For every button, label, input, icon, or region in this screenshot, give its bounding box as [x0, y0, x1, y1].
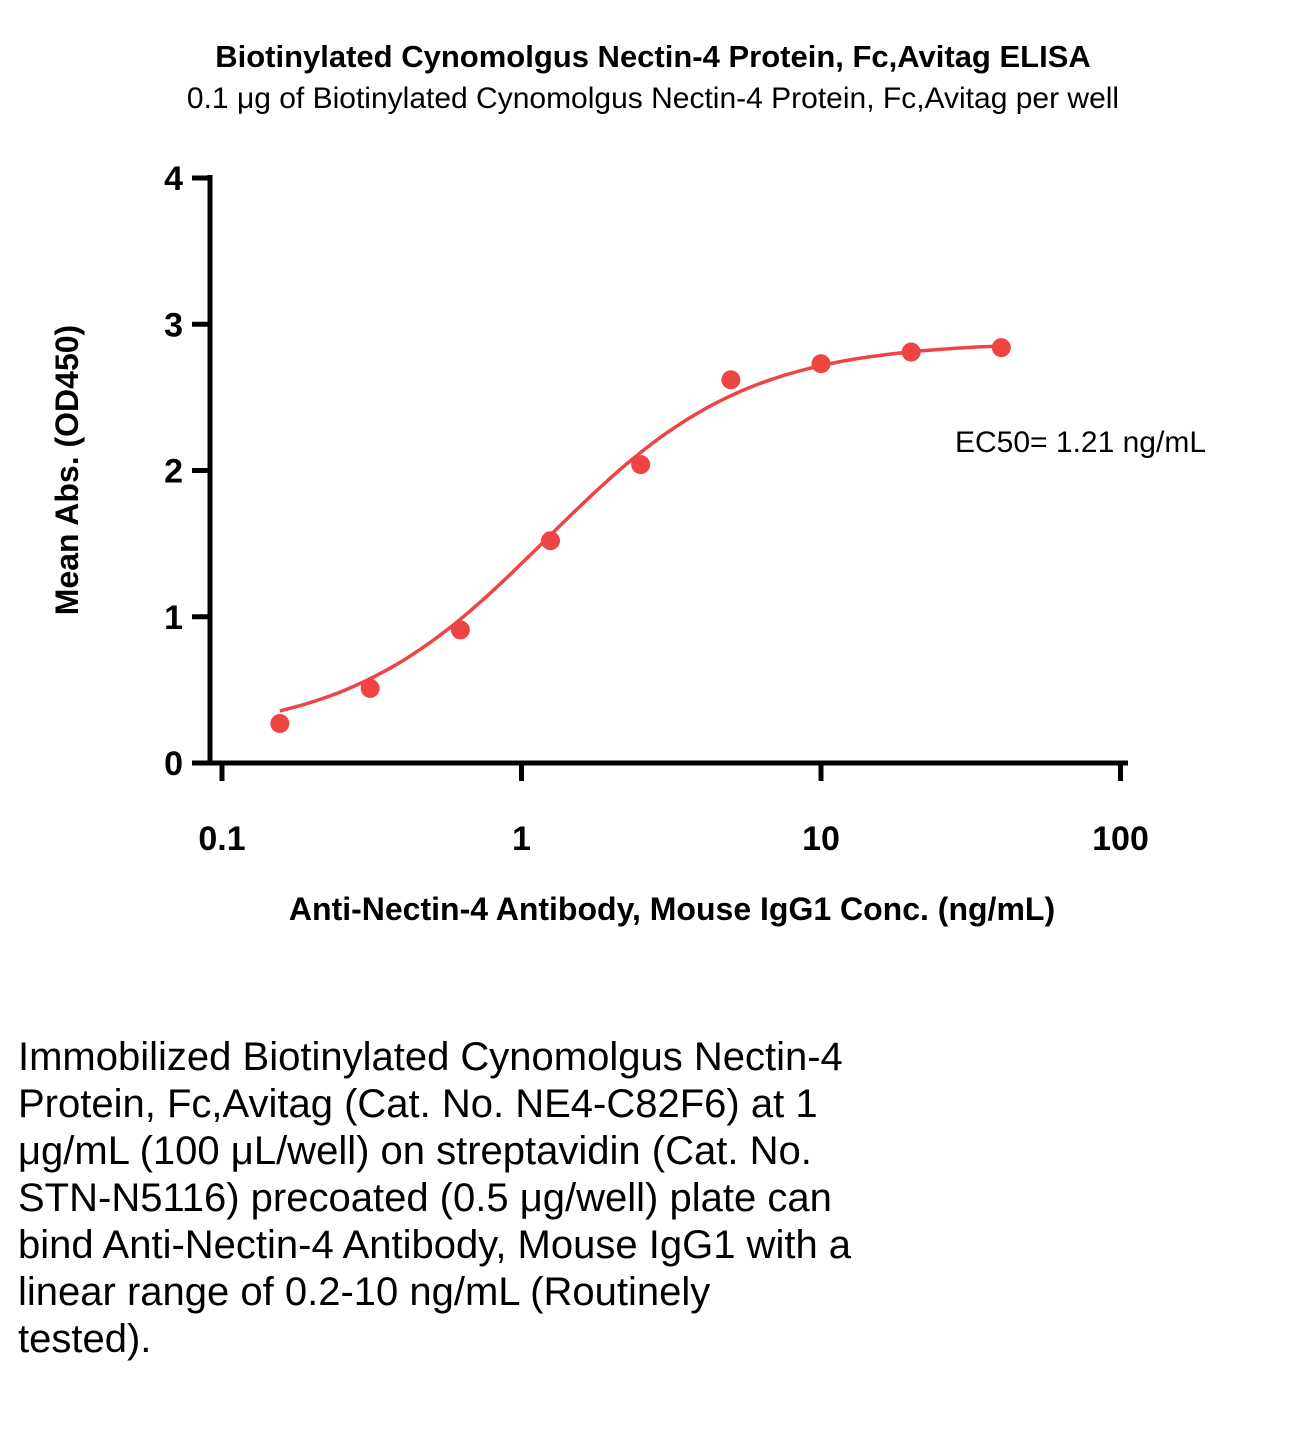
y-tick-label: 0	[164, 745, 183, 783]
data-point	[901, 342, 921, 362]
data-point	[360, 678, 380, 698]
data-point	[991, 337, 1011, 357]
x-axis-title: Anti-Nectin-4 Antibody, Mouse IgG1 Conc.…	[289, 891, 1055, 927]
x-tick-label: 100	[1092, 820, 1149, 858]
figure-caption: Immobilized Biotinylated Cynomolgus Nect…	[18, 1034, 852, 1361]
data-point	[450, 620, 470, 640]
y-tick-label: 1	[164, 599, 183, 637]
data-point	[721, 370, 741, 390]
y-tick-label: 2	[164, 452, 183, 490]
chart-title: Biotinylated Cynomolgus Nectin-4 Protein…	[215, 39, 1091, 74]
x-tick-label: 0.1	[198, 820, 245, 858]
ec50-annotation: EC50= 1.21 ng/mL	[955, 426, 1206, 459]
y-tick-label: 4	[164, 160, 183, 198]
chart-subtitle: 0.1 μg of Biotinylated Cynomolgus Nectin…	[186, 81, 1120, 115]
y-axis-title: Mean Abs. (OD450)	[49, 325, 85, 615]
fit-curve	[279, 343, 1002, 713]
data-point	[270, 713, 290, 733]
data-point	[541, 531, 561, 551]
data-point	[631, 454, 651, 474]
chart-area: 0 1 2 3 4 0.1 1 10 100 Anti-Nectin-4 Antibody, Mo…	[0, 120, 1306, 950]
chart-header: Biotinylated Cynomolgus Nectin-4 Protein…	[0, 0, 1306, 120]
y-tick-label: 3	[164, 306, 183, 344]
elisa-chart: 0 1 2 3 4 0.1 1 10 100 Anti-Nectin-4 Antibody, Mo…	[49, 160, 1206, 927]
x-tick-label: 10	[802, 820, 840, 858]
data-point	[811, 354, 831, 374]
x-tick-label: 1	[512, 820, 531, 858]
